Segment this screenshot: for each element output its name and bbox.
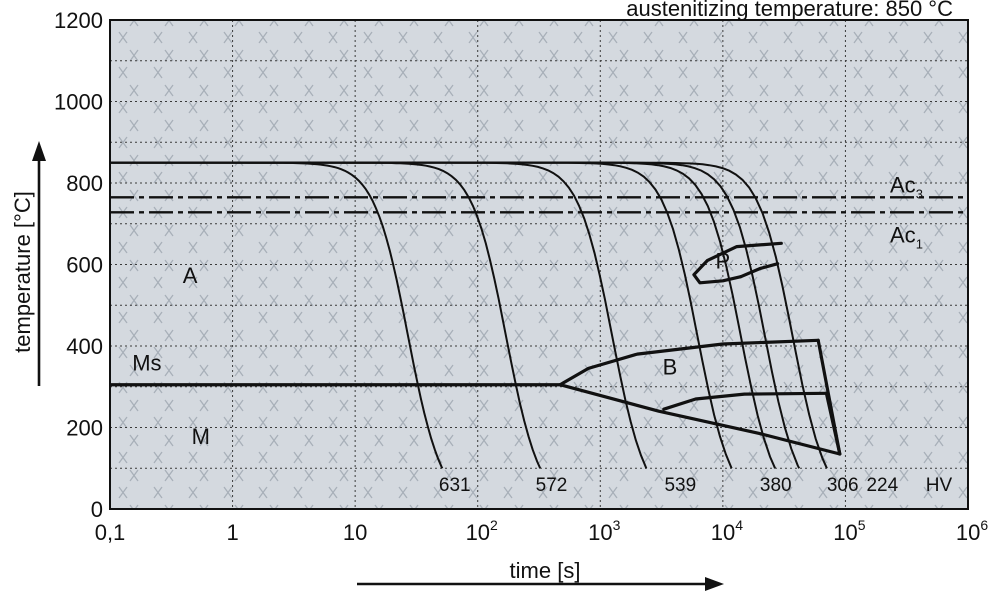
x-tick-label: 103: [588, 517, 620, 545]
hardness-label: 380: [760, 475, 792, 496]
transformation-line: [662, 391, 828, 411]
hardness-label: 572: [536, 475, 568, 496]
x-tick-label: 10: [343, 520, 367, 545]
hardness-label: 631: [439, 475, 471, 496]
cooling-curve: [110, 161, 828, 469]
x-axis-arrow: [357, 577, 724, 591]
hardness-label: 224: [866, 475, 898, 496]
y-tick-label: 1000: [54, 90, 103, 115]
x-tick-label: 1: [226, 520, 238, 545]
x-tick-label: 106: [956, 517, 988, 545]
y-tick-label: 800: [66, 171, 103, 196]
x-tick-label: 105: [833, 517, 865, 545]
phase-label: A: [183, 263, 198, 288]
transformation-lines: [110, 241, 842, 456]
transformation-line: [692, 241, 783, 285]
transformation-line: [824, 391, 842, 456]
phase-label: M: [192, 424, 210, 449]
plot-frame: [109, 19, 969, 510]
plot-texture: [110, 20, 968, 509]
y-tick-label: 200: [66, 416, 103, 441]
y-tick-label: 0: [91, 497, 103, 522]
transformation-line: [558, 338, 820, 387]
chart-title: austenitizing temperature: 850 °C: [626, 0, 953, 21]
transformation-line: [558, 383, 842, 456]
x-tick-label: 0,1: [95, 520, 126, 545]
x-tick-label: 102: [466, 517, 498, 545]
y-axis-arrow: [32, 141, 46, 386]
reference-lines: [110, 196, 968, 214]
cooling-curves: [110, 161, 828, 469]
phase-label: B: [663, 355, 678, 380]
y-tick-label: 400: [66, 334, 103, 359]
gridlines: [110, 20, 968, 509]
phase-label: P: [716, 249, 731, 274]
x-axis-label: time [s]: [510, 558, 581, 583]
phase-label: Ms: [132, 350, 161, 375]
transformation-line: [739, 262, 780, 279]
x-tick-label: 104: [711, 517, 743, 545]
hardness-label: 539: [664, 475, 696, 496]
y-axis-label: temperature [°C]: [10, 191, 35, 353]
hardness-unit-label: HV: [926, 475, 953, 496]
y-tick-label: 600: [66, 253, 103, 278]
y-tick-label: 1200: [54, 8, 103, 33]
hardness-label: 306: [827, 475, 859, 496]
reference-line-label: Ac1: [890, 222, 923, 251]
